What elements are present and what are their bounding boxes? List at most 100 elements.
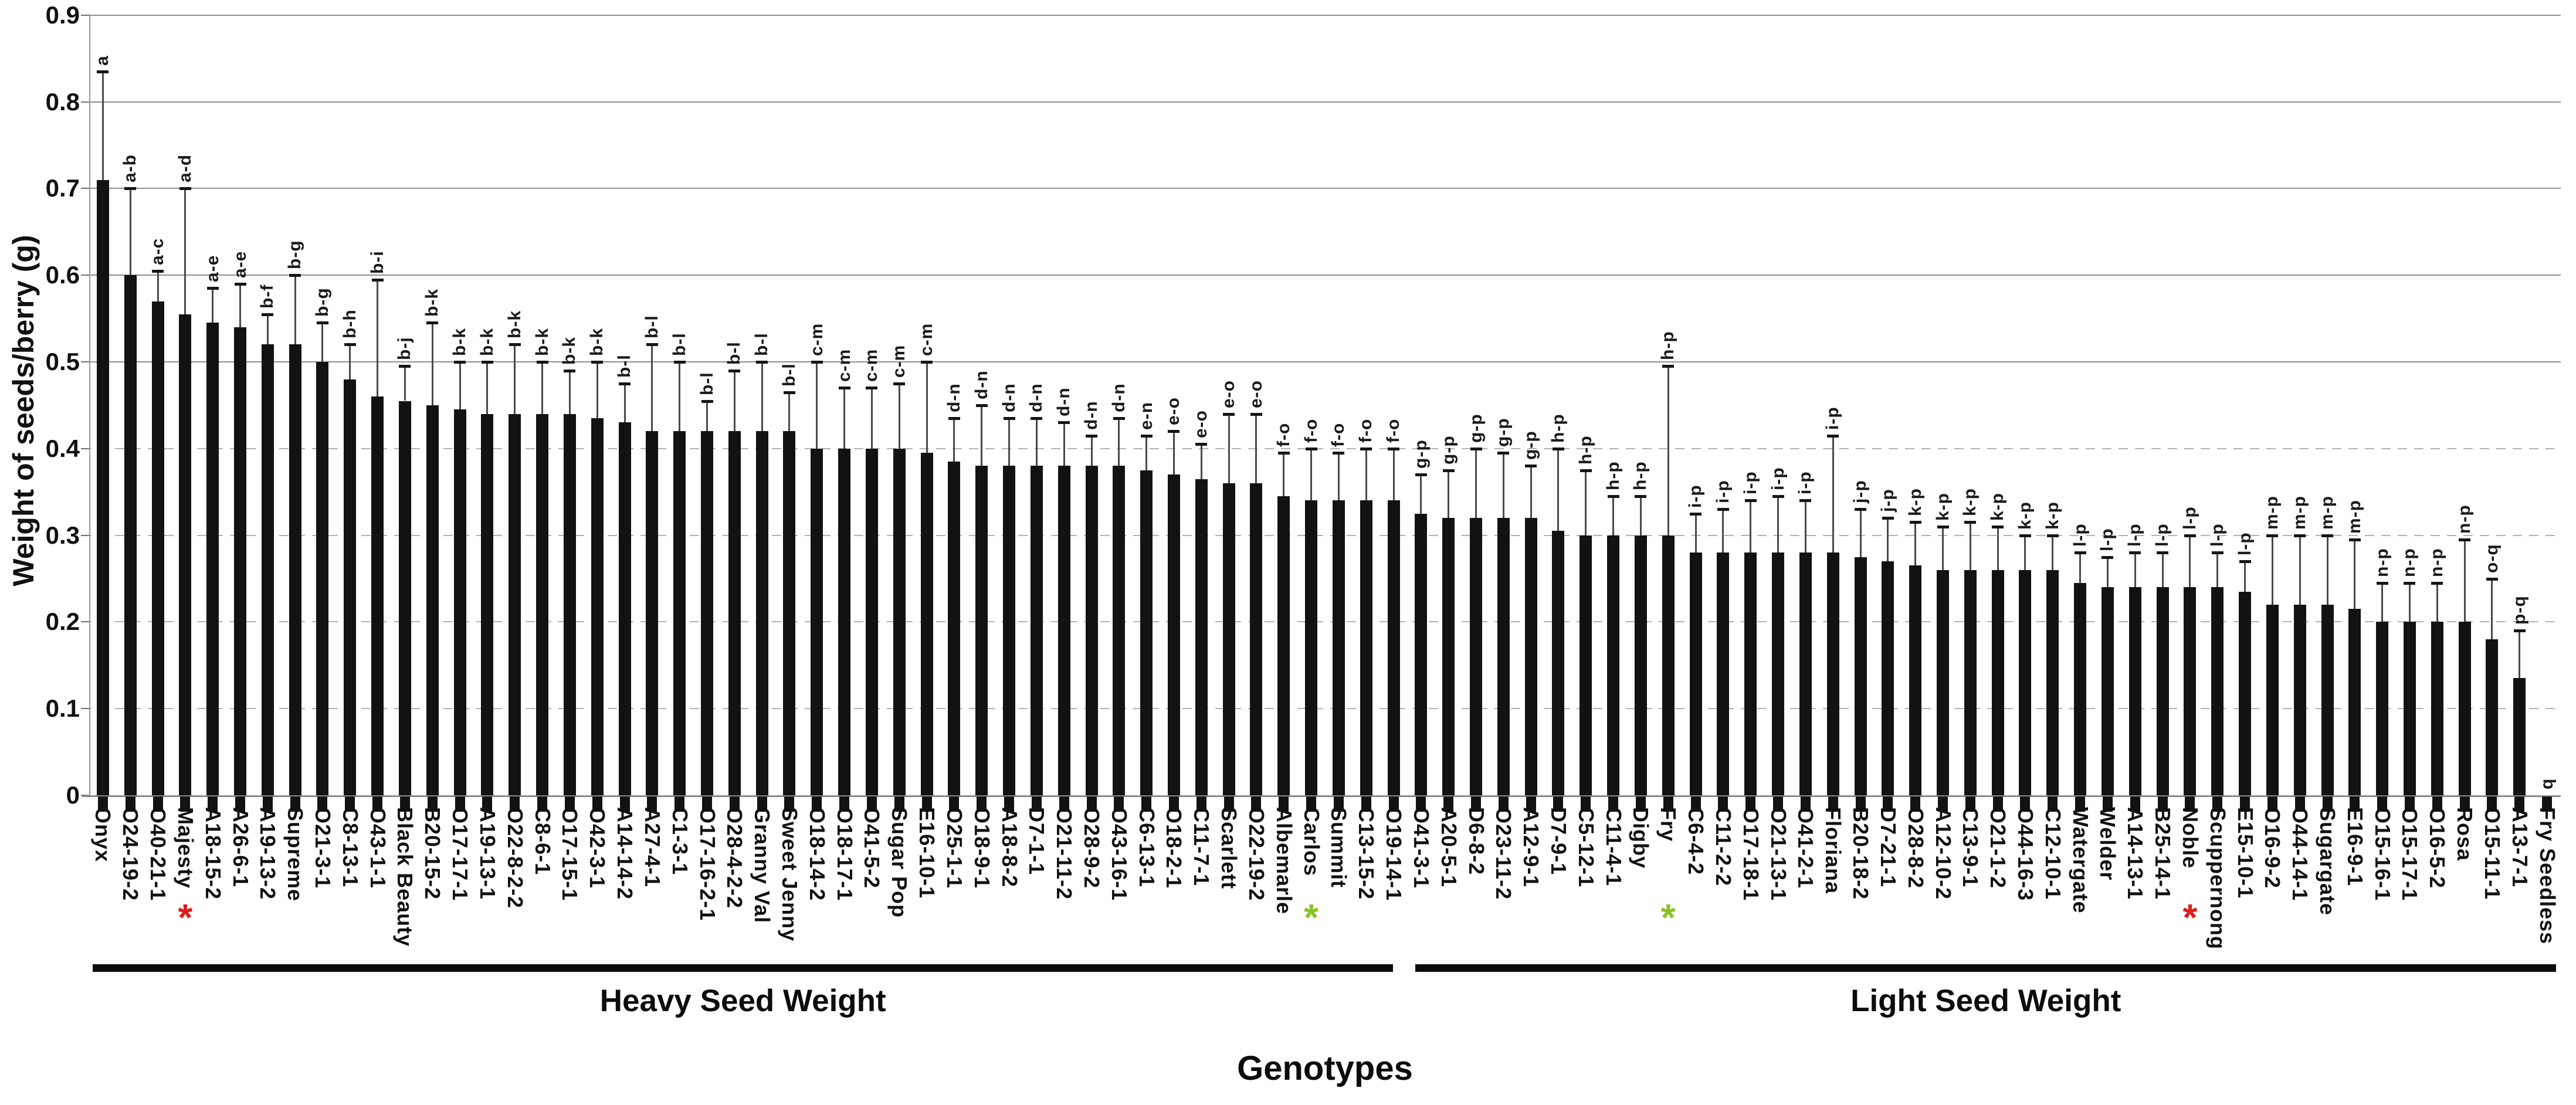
bar-D7-1-1 xyxy=(1030,466,1043,795)
x-tick-A18-15-2 xyxy=(208,796,218,812)
x-tick-E16-9-1 xyxy=(2350,796,2360,812)
bar-A18-15-2 xyxy=(206,323,219,795)
bar-Carlos xyxy=(1305,500,1318,795)
x-tick-B25-14-1 xyxy=(2157,796,2168,812)
bar-A19-13-2 xyxy=(261,344,274,795)
error-bar-cap-B25-14-1 xyxy=(2157,551,2169,555)
x-label-O22-19-2: O22-19-2 xyxy=(1244,807,1269,901)
error-bar-Rosa xyxy=(2463,539,2466,622)
error-bar-cap-O44-14-1 xyxy=(2294,534,2306,537)
x-label-O42-3-1: O42-3-1 xyxy=(585,807,610,889)
x-tick-O41-2-1 xyxy=(1800,796,1811,812)
sig-letters-D7-21-1: j-p xyxy=(1877,489,1897,513)
error-bar-Sugar Pop xyxy=(898,383,900,449)
error-bar-cap-O15-16-1 xyxy=(2376,581,2388,585)
x-tick-O21-11-2 xyxy=(1059,796,1069,812)
x-label-O41-3-1: O41-3-1 xyxy=(1409,807,1433,889)
error-bar-O18-9-1 xyxy=(981,405,983,466)
x-label-Watergate: Watergate xyxy=(2068,807,2093,914)
bar-D7-21-1 xyxy=(1882,561,1894,795)
x-label-C13-15-2: C13-15-2 xyxy=(1354,807,1379,900)
asterisk-marker-Majesty: * xyxy=(178,896,193,938)
sig-letters-Sugar Pop: c-m xyxy=(889,344,909,378)
sig-letters-Carlos: f-o xyxy=(1301,418,1321,443)
error-bar-cap-O16-5-2 xyxy=(2431,581,2443,585)
x-label-Floriana: Floriana xyxy=(1821,807,1846,894)
error-bar-cap-O21-11-2 xyxy=(1058,421,1070,425)
sig-letters-A12-10-2: k-p xyxy=(1933,492,1953,521)
x-label-O25-1-1: O25-1-1 xyxy=(942,807,967,889)
bar-O21-1-2 xyxy=(1991,570,2004,795)
error-bar-cap-E16-10-1 xyxy=(921,361,933,364)
error-bar-cap-Noble xyxy=(2184,534,2196,537)
y-tick-label-0.2: 0.2 xyxy=(45,608,80,636)
sig-letters-C5-12-1: h-p xyxy=(1575,435,1595,465)
error-bar-C8-6-1 xyxy=(541,362,544,414)
x-label-Sugargate: Sugargate xyxy=(2316,807,2340,916)
y-axis-tick xyxy=(81,621,89,623)
bar-Black Beauty xyxy=(398,401,411,795)
x-tick-E16-10-1 xyxy=(921,796,932,812)
error-bar-Sugargate xyxy=(2326,535,2328,605)
bar-O21-13-1 xyxy=(1772,552,1785,795)
error-bar-cap-O18-9-1 xyxy=(975,404,988,407)
bar-Granny Val xyxy=(755,431,768,795)
bar-Summit xyxy=(1332,500,1345,795)
x-label-B20-18-2: B20-18-2 xyxy=(1849,807,1873,900)
error-bar-cap-Welder xyxy=(2102,555,2114,559)
x-tick-O28-8-2 xyxy=(1910,796,1921,812)
sig-letters-O44-16-3: k-p xyxy=(2015,501,2035,530)
x-label-C5-12-1: C5-12-1 xyxy=(1574,807,1598,888)
sig-letters-D6-8-2: g-p xyxy=(1466,413,1486,443)
error-bar-B25-14-1 xyxy=(2161,552,2164,588)
error-bar-cap-O15-17-1 xyxy=(2404,581,2416,585)
y-tick-label-0.6: 0.6 xyxy=(45,261,80,289)
sig-letters-C8-13-1: b-h xyxy=(340,309,360,339)
x-tick-O16-5-2 xyxy=(2432,796,2442,812)
error-bar-B20-18-2 xyxy=(1859,509,1862,557)
group-underline-heavy xyxy=(93,964,1394,972)
x-label-O28-8-2: O28-8-2 xyxy=(1903,807,1928,889)
x-label-O43-16-1: O43-16-1 xyxy=(1107,807,1131,901)
x-label-Onyx: Onyx xyxy=(91,807,116,863)
error-bar-O43-1-1 xyxy=(377,279,379,397)
x-tick-A13-7-1 xyxy=(2514,796,2525,812)
error-bar-Scarlett xyxy=(1228,413,1230,483)
error-bar-O42-3-1 xyxy=(596,362,598,419)
error-bar-A14-13-1 xyxy=(2134,552,2136,588)
bar-O40-21-1 xyxy=(151,301,164,795)
sig-letters-O21-11-2: d-n xyxy=(1054,387,1074,417)
x-tick-O44-14-1 xyxy=(2294,796,2305,812)
error-bar-C6-4-2 xyxy=(1694,513,1697,553)
x-tick-O17-18-1 xyxy=(1745,796,1756,812)
gridline-0.1 xyxy=(82,708,2561,710)
error-bar-cap-Supreme xyxy=(289,274,301,277)
x-label-O23-11-2: O23-11-2 xyxy=(1492,807,1516,900)
error-bar-cap-O41-5-2 xyxy=(866,387,878,390)
x-label-C6-4-2: C6-4-2 xyxy=(1684,807,1709,876)
bar-C13-9-1 xyxy=(1964,570,1977,795)
x-tick-A12-10-2 xyxy=(1938,796,1948,812)
error-bar-cap-D7-9-1 xyxy=(1552,447,1564,450)
error-bar-cap-Black Beauty xyxy=(399,365,411,368)
sig-letters-Digby: h-p xyxy=(1631,461,1650,491)
x-label-D7-21-1: D7-21-1 xyxy=(1876,807,1900,888)
y-tick-label-0.3: 0.3 xyxy=(45,521,80,549)
bar-Fry xyxy=(1662,535,1675,795)
error-bar-D7-1-1 xyxy=(1035,418,1038,466)
bar-A14-13-1 xyxy=(2128,587,2141,795)
error-bar-cap-O40-21-1 xyxy=(152,269,164,273)
x-tick-A27-4-1 xyxy=(647,796,657,812)
y-tick-label-0.7: 0.7 xyxy=(45,174,80,202)
sig-letters-O18-17-1: c-m xyxy=(834,348,854,382)
error-bar-Digby xyxy=(1639,496,1642,535)
x-tick-O22-19-2 xyxy=(1251,796,1262,812)
bar-O21-3-1 xyxy=(316,362,329,795)
error-bar-C5-12-1 xyxy=(1585,470,1587,535)
bar-Digby xyxy=(1634,535,1647,795)
error-bar-cap-C11-7-1 xyxy=(1195,443,1208,446)
x-label-B20-15-2: B20-15-2 xyxy=(421,807,445,900)
x-tick-B20-15-2 xyxy=(427,796,438,812)
bar-Rosa xyxy=(2458,622,2471,795)
